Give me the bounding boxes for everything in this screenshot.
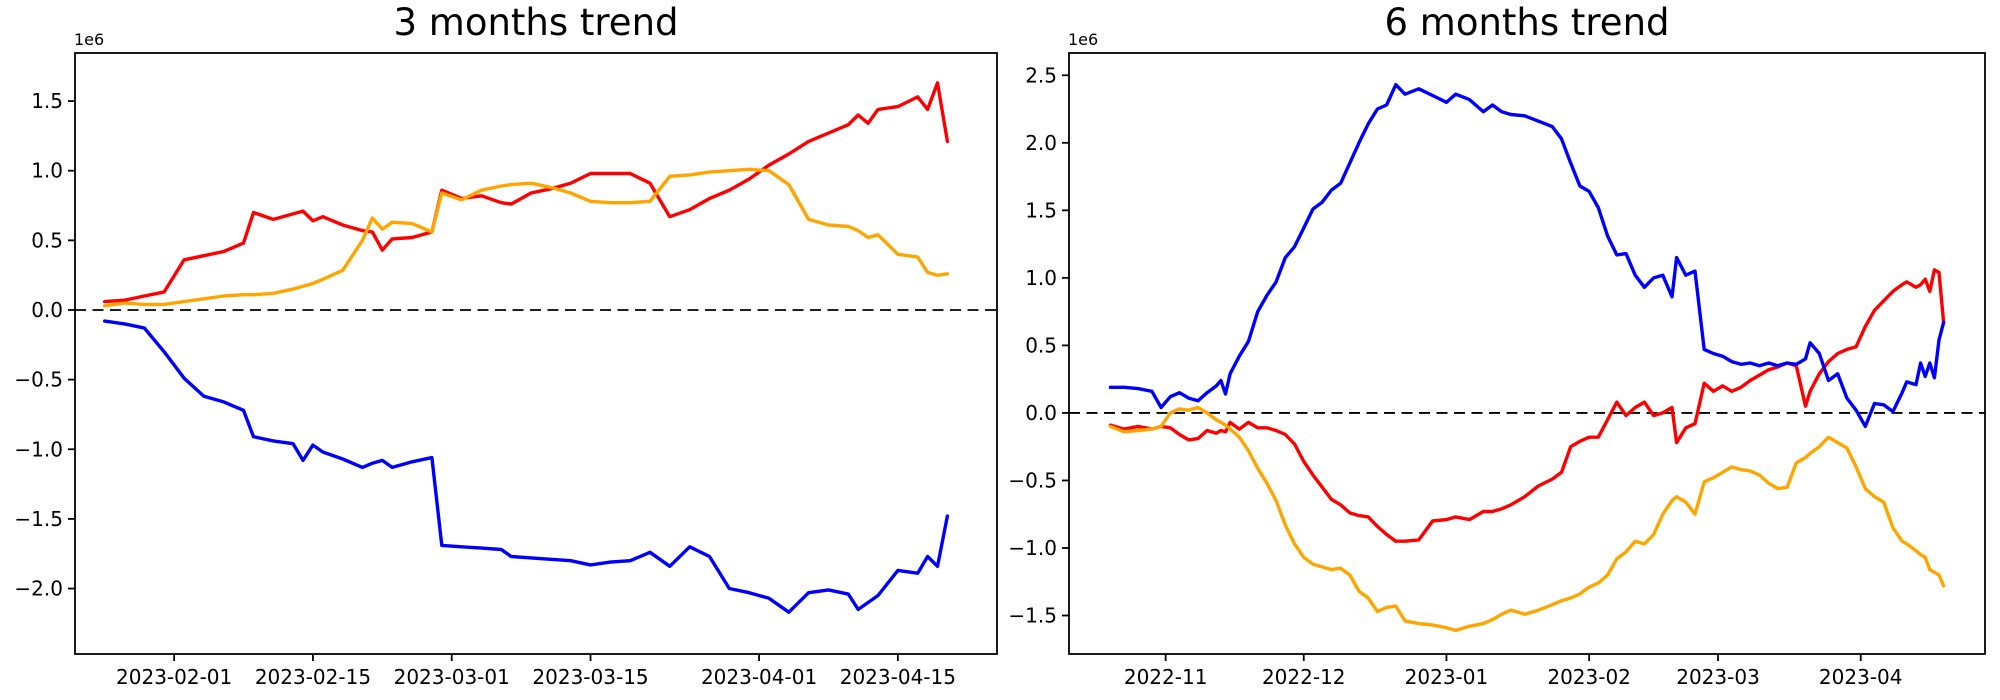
right-chart-y-tick-label: 1.0 <box>1025 266 1057 290</box>
right-chart-y-tick-label: 2.5 <box>1025 63 1057 87</box>
right-chart-x-tick-label: 2023-01 <box>1405 665 1489 689</box>
right-chart-x-tick-label: 2022-11 <box>1124 665 1208 689</box>
right-chart-y-axis-offset-label: 1e6 <box>1068 30 1099 49</box>
left-chart-y-tick-label: 1.0 <box>31 159 63 183</box>
right-chart-x-tick-label: 2023-03 <box>1676 665 1760 689</box>
left-chart-blue-series-line <box>102 319 950 614</box>
right-chart-x-tick-label: 2023-02 <box>1547 665 1631 689</box>
right-chart-orange-series-line <box>1108 405 1946 633</box>
left-chart-x-tick-label: 2023-02-15 <box>255 665 371 689</box>
left-chart-x-tick-label: 2023-03-01 <box>394 665 510 689</box>
left-chart-red-series-line <box>102 81 950 304</box>
right-chart-x-tick-label: 2023-04 <box>1819 665 1903 689</box>
left-chart-y-tick-label: 1.5 <box>31 89 63 113</box>
left-chart-x-tick-label: 2023-03-15 <box>532 665 648 689</box>
left-chart-y-tick-label: 0.0 <box>31 298 63 322</box>
right-chart-y-tick-label: 2.0 <box>1025 131 1057 155</box>
left-chart-y-axis-offset-label: 1e6 <box>74 30 105 49</box>
right-chart-blue-series-line <box>1108 82 1946 429</box>
left-chart-y-tick-label: −1.5 <box>14 507 63 531</box>
left-chart-y-tick-label: −0.5 <box>14 368 63 392</box>
left-chart-orange-series-line <box>102 167 950 308</box>
right-chart-red-series-line <box>1108 268 1946 543</box>
right-chart-y-tick-label: −1.5 <box>1008 604 1057 628</box>
right-chart-axes-box <box>1068 52 1986 655</box>
left-chart-x-tick-label: 2023-04-01 <box>701 665 817 689</box>
left-chart-x-tick-label: 2023-02-01 <box>116 665 232 689</box>
right-chart-y-tick-label: −1.0 <box>1008 536 1057 560</box>
right-chart-y-tick-label: −0.5 <box>1008 468 1057 492</box>
left-chart-y-tick-label: 0.5 <box>31 228 63 252</box>
left-chart-y-tick-label: −1.0 <box>14 437 63 461</box>
right-chart-title: 6 months trend <box>1384 1 1670 44</box>
left-chart-y-tick-label: −2.0 <box>14 577 63 601</box>
right-chart-x-tick-label: 2022-12 <box>1262 665 1346 689</box>
right-chart-y-tick-label: 0.0 <box>1025 401 1057 425</box>
right-chart-y-tick-label: 0.5 <box>1025 333 1057 357</box>
right-chart-y-tick-label: 1.5 <box>1025 198 1057 222</box>
left-chart-axes-box <box>74 52 998 655</box>
left-chart-x-tick-label: 2023-04-15 <box>840 665 956 689</box>
left-chart-title: 3 months trend <box>393 1 679 44</box>
